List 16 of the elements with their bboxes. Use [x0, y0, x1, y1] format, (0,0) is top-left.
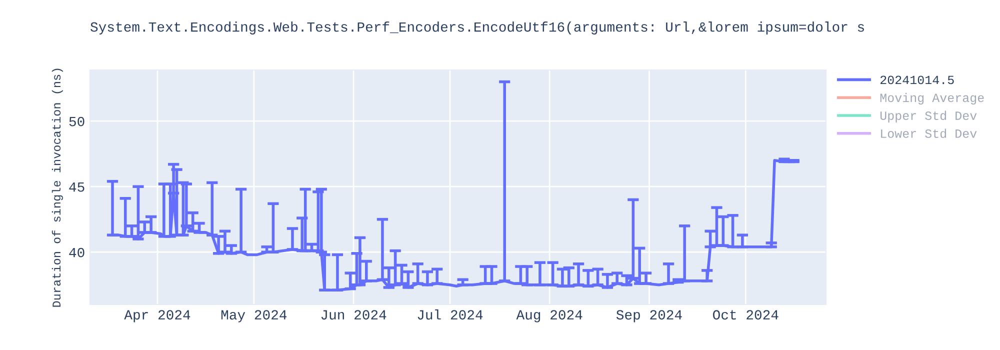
x-tick-label: Apr 2024	[124, 310, 190, 322]
x-tick-label: Jun 2024	[321, 310, 386, 320]
x-tick-label: Oct 2024	[713, 310, 778, 320]
chart-title: System.Text.Encodings.Web.Tests.Perf_Encoders.EncodeUtf16(arguments: Url,&lorem ipsum=dolor s	[90, 22, 864, 34]
legend-label: 20241014.5	[880, 76, 954, 84]
y-tick-label: 45	[69, 182, 84, 192]
x-tick-label: Aug 2024	[516, 310, 582, 322]
y-tick-label: 40	[69, 248, 84, 258]
y-tick-label: 50	[69, 116, 84, 126]
x-tick-label: Jul 2024	[418, 309, 483, 320]
x-tick-label: May 2024	[221, 310, 287, 322]
legend-label: Moving Average	[880, 92, 984, 105]
y-axis-title: Duration of single invocation (ns)	[52, 68, 63, 307]
x-tick-label: Sep 2024	[616, 310, 682, 322]
legend-label: Upper Std Dev	[880, 110, 977, 122]
legend-label: Lower Std Dev	[881, 128, 977, 138]
